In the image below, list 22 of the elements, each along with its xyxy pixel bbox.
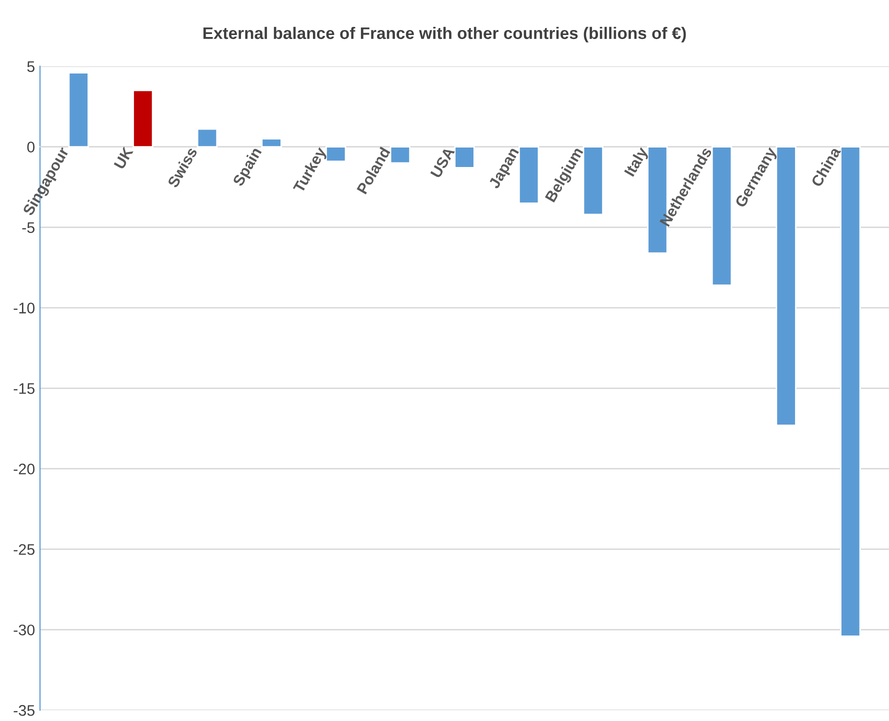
y-tick-label: -35 [14, 705, 35, 716]
y-tick-label: -30 [14, 624, 35, 636]
bar [132, 90, 154, 148]
y-tick-label: 5 [27, 61, 35, 72]
y-tick-label: -20 [14, 464, 35, 474]
y-tick-label: -5 [22, 222, 35, 233]
bar [776, 146, 796, 426]
bar [390, 146, 411, 164]
y-tick-label: -15 [14, 383, 35, 394]
bar [326, 146, 346, 162]
bar [261, 138, 282, 148]
chart-title: External balance of France with other countries (billions of €) [203, 26, 686, 42]
bar [840, 146, 861, 637]
bar [711, 146, 732, 286]
bar [454, 146, 475, 168]
bar [518, 146, 540, 204]
bar [582, 146, 604, 216]
bar [68, 72, 89, 148]
x-tick-label: UK [114, 146, 134, 170]
y-tick-label: -25 [14, 544, 35, 555]
bar [196, 128, 218, 148]
y-tick-label: -10 [14, 302, 35, 314]
